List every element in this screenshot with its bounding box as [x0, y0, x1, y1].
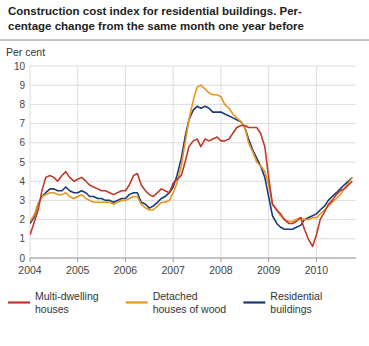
x-tick-label: 2008 [209, 264, 233, 276]
y-grid-line [30, 258, 356, 259]
legend-label: Multi-dwellinghouses [35, 290, 99, 315]
x-grid-line [173, 66, 174, 258]
grid [30, 66, 356, 258]
y-tick-label: 4 [19, 176, 25, 187]
separator [0, 40, 369, 41]
x-tick [220, 258, 221, 262]
y-grid-line [30, 162, 356, 163]
legend-label-line: Detached [153, 290, 198, 302]
y-axis-label: Per cent [6, 46, 45, 58]
x-tick-label: 2009 [257, 264, 281, 276]
x-grid-line [125, 66, 126, 258]
chart: Construction cost index for residential … [0, 0, 369, 346]
x-tick-label: 2004 [18, 264, 42, 276]
x-tick-label: 2006 [114, 264, 138, 276]
x-grid-line [316, 66, 317, 258]
y-tick-label: 6 [19, 137, 25, 148]
legend-label-line: houses of wood [153, 303, 227, 315]
x-grid-line [30, 66, 31, 258]
lines [30, 85, 352, 246]
y-tick-label: 10 [14, 61, 26, 72]
x-tick [173, 258, 174, 262]
legend-swatch [126, 301, 148, 303]
legend-label-line: houses [35, 303, 69, 315]
title: Construction cost index for residential … [8, 5, 302, 17]
x-grid-line [77, 66, 78, 258]
series-line [30, 85, 352, 221]
legend-swatch [243, 301, 265, 303]
legend-label: Detachedhouses of wood [153, 290, 227, 315]
x-grid-line [220, 66, 221, 258]
series-line [30, 106, 352, 229]
legend: Multi-dwellinghouses Detachedhouses of wo… [8, 290, 322, 315]
y-grid-line [30, 66, 356, 67]
x-grid-line [268, 66, 269, 258]
y-grid-line [30, 200, 356, 201]
x-tick [77, 258, 78, 262]
series-line [30, 126, 352, 247]
y-grid-line [30, 181, 356, 182]
y-grid-line [30, 85, 356, 86]
axes: 0 1 2 3 4 5 6 7 8 9 10 2004 2005 2006 2007 2008 2009 2010 [14, 61, 356, 277]
legend-label-line: buildings [270, 303, 311, 315]
x-tick [316, 258, 317, 262]
x-tick [268, 258, 269, 262]
y-tick-label: 9 [19, 80, 25, 91]
y-tick-label: 2 [19, 214, 25, 225]
legend-label-line: Multi-dwelling [35, 290, 99, 302]
x-tick-label: 2007 [162, 264, 186, 276]
y-tick-label: 0 [19, 253, 25, 264]
y-grid-line [30, 123, 356, 124]
x-axis-line [30, 258, 356, 259]
legend-label: Residentialbuildings [270, 290, 322, 315]
y-tick-label: 1 [19, 233, 25, 244]
y-tick-label: 8 [19, 99, 25, 110]
x-tick-label: 2005 [66, 264, 90, 276]
x-tick [125, 258, 126, 262]
x-tick-label: 2010 [305, 264, 329, 276]
legend-label-line: Residential [270, 290, 322, 302]
y-tick-label: 7 [19, 118, 25, 129]
legend-swatch [8, 301, 30, 303]
background [0, 0, 369, 346]
y-tick-label: 3 [19, 195, 25, 206]
y-tick-label: 5 [19, 157, 25, 168]
y-grid-line [30, 238, 356, 239]
x-tick [30, 258, 31, 262]
subtitle: centage change from the same month one y… [8, 20, 304, 32]
